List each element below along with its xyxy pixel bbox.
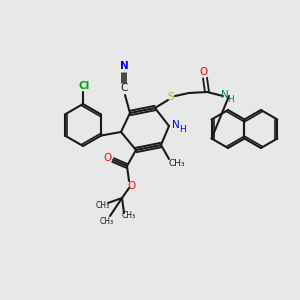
Text: O: O (200, 67, 208, 77)
Text: N: N (221, 90, 229, 100)
Text: O: O (127, 181, 135, 191)
Text: CH₃: CH₃ (122, 212, 136, 220)
Text: C: C (120, 83, 128, 93)
Text: CH₃: CH₃ (100, 218, 114, 226)
Text: S: S (168, 92, 174, 102)
Text: H: H (178, 124, 185, 134)
Text: O: O (104, 153, 112, 163)
Text: CH₃: CH₃ (169, 158, 185, 167)
Text: H: H (226, 95, 233, 104)
Text: Cl: Cl (78, 81, 90, 91)
Text: N: N (172, 120, 180, 130)
Text: N: N (120, 61, 128, 71)
Text: CH₃: CH₃ (96, 202, 110, 211)
